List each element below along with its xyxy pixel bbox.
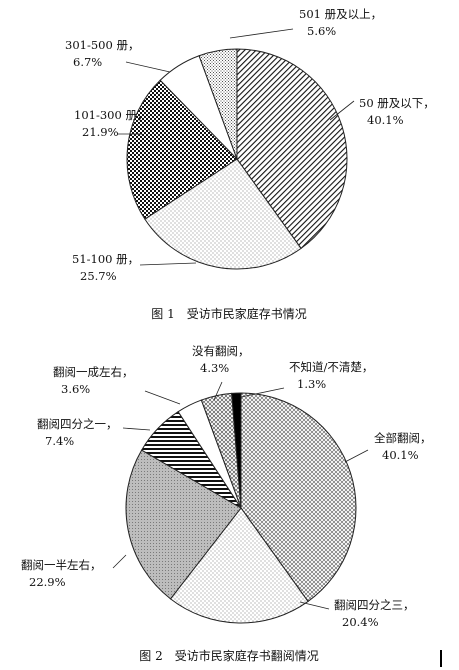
chart-2-leader-line-3 [112,554,127,569]
chart-2-slice-label-3: 翻阅一半左右， [21,558,102,572]
chart-2-slice-value-5: 3.6% [61,382,90,396]
chart-2-slice-value-1: 40.1% [382,448,419,462]
chart-2-caption: 图 2 受访市民家庭存书翻阅情况 [139,648,318,663]
chart-2-slice-label-6: 没有翻阅， [192,344,250,358]
chart-2-slice-3 [125,449,242,600]
chart-2-leader-line-2 [299,601,330,610]
pie-chart-1: 50 册及以下， 40.1% 51-100 册， 25.7% 101-300 册， 21.… [65,7,435,283]
chart-2-slice-label-2: 翻阅四分之三， [334,598,415,612]
chart-1-slice-2 [144,158,302,270]
chart-2-slice-2 [169,507,309,624]
chart-2-slice-value-2: 20.4% [342,615,379,629]
chart-1-slice-value-4: 6.7% [73,55,102,69]
text-cursor [440,650,442,667]
chart-2-leader-line-5 [144,390,181,405]
pie-chart-2: 全部翻阅， 40.1% 翻阅四分之三， 20.4% 翻阅一半左右， 22.9% 翻阅四分之一… [21,344,432,629]
chart-1-slice-value-5: 5.6% [307,24,336,38]
chart-2-slice-value-4: 7.4% [45,434,74,448]
chart-1-slice-1 [236,48,348,250]
chart-2-slice-7 [231,392,242,509]
chart-1-leader-line-1 [329,100,355,121]
chart-1-slice-value-1: 40.1% [367,113,404,127]
chart-2-slice-value-6: 4.3% [200,361,229,375]
chart-1-slice-5 [198,48,238,160]
chart-1-slice-label-2: 51-100 册， [72,252,139,266]
chart-2-slice-label-5: 翻阅一成左右， [53,365,134,379]
chart-2-leader-line-6 [213,381,223,401]
chart-1-leader-line-5 [229,28,294,39]
chart-1-slice-label-1: 50 册及以下， [359,96,435,110]
chart-2-leader-line-4 [122,427,151,431]
chart-2-slice-value-7: 1.3% [297,377,326,391]
chart-1-slice-3 [126,79,238,220]
chart-1-caption: 图 1 受访市民家庭存书情况 [151,306,306,321]
chart-2-leader-line-7 [240,387,285,398]
chart-1-slice-value-2: 25.7% [80,269,117,283]
chart-2-slice-label-4: 翻阅四分之一， [37,417,118,431]
chart-1-leader-line-2 [139,262,197,266]
chart-2-slice-value-3: 22.9% [29,575,66,589]
chart-1-slice-value-3: 21.9% [82,125,119,139]
chart-1-slice-label-5: 501 册及以上， [299,7,382,21]
chart-2-slice-label-1: 全部翻阅， [374,431,432,445]
chart-2-leader-line-1 [344,449,369,463]
chart-2-slice-1 [240,392,357,603]
chart-1-slice-label-4: 301-500 册， [65,38,139,52]
chart-2-slice-label-7: 不知道/不清楚， [289,360,373,374]
chart-1-slice-label-3: 101-300 册， [74,108,148,122]
chart-1-leader-line-4 [125,61,171,73]
